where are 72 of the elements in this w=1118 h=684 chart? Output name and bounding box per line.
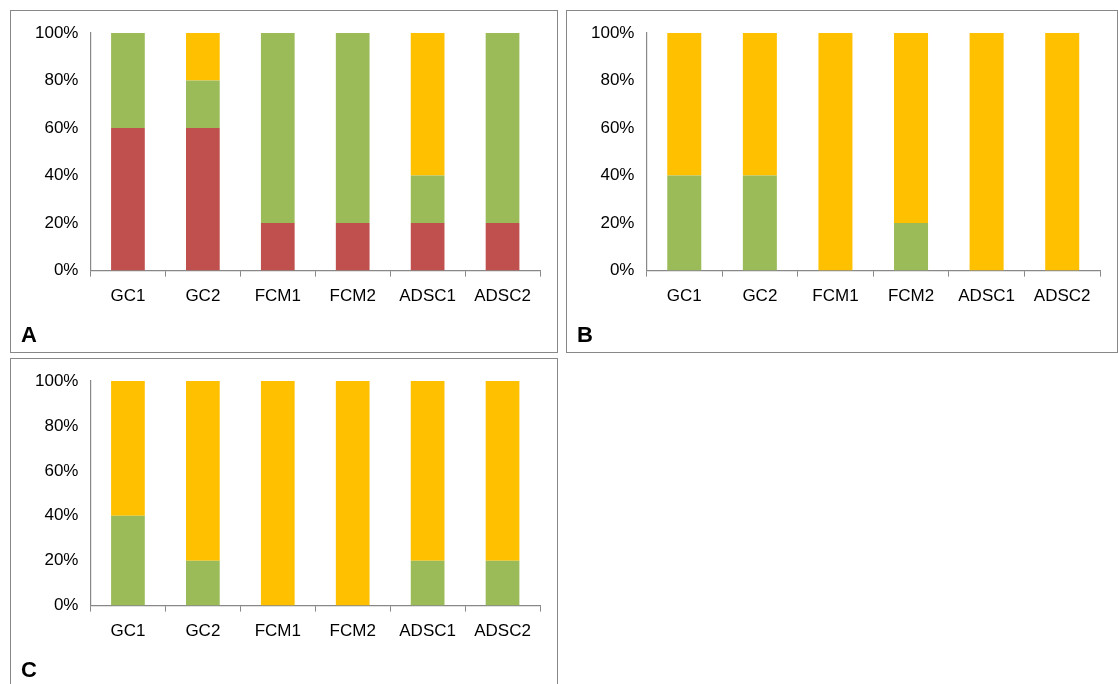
bar (969, 33, 1004, 271)
bar (410, 381, 445, 561)
y-tick-label: 100% (591, 22, 635, 42)
x-tick-label: FCM2 (329, 621, 376, 641)
x-tick-label: GC1 (110, 286, 146, 306)
y-tick-label: 100% (35, 370, 79, 390)
bar (485, 223, 520, 271)
bar (260, 33, 295, 224)
bar (410, 33, 445, 176)
x-tick-label: GC2 (185, 286, 221, 306)
y-tick-label: 40% (600, 165, 635, 185)
bar (1045, 33, 1080, 271)
y-tick-label: 60% (600, 117, 635, 137)
bar (894, 33, 929, 224)
y-tick-label: 20% (44, 550, 79, 570)
x-tick-label: ADSC2 (474, 621, 531, 641)
bar (186, 33, 220, 81)
x-tick-label: ADSC1 (958, 286, 1015, 306)
y-tick-label: 20% (600, 212, 635, 232)
bar (111, 515, 145, 606)
bar (260, 223, 295, 271)
bar (186, 128, 220, 271)
x-tick-label: FCM2 (887, 286, 935, 306)
y-tick-label: 80% (44, 70, 79, 90)
x-tick-label: ADSC2 (474, 286, 531, 306)
bar (485, 381, 520, 561)
bar (335, 381, 370, 606)
text: B (577, 322, 593, 348)
bar (410, 223, 445, 271)
bar (186, 381, 220, 561)
bar (111, 33, 145, 129)
y-tick-label: 40% (44, 505, 79, 525)
x-tick-label: ADSC1 (399, 621, 456, 641)
bar (742, 33, 777, 176)
text: C (21, 657, 37, 683)
x-tick-label: GC2 (742, 286, 778, 306)
bar (410, 175, 445, 224)
bar (186, 80, 220, 129)
x-tick-label: FCM1 (812, 286, 859, 306)
y-tick-label: 0% (53, 260, 79, 280)
y-tick-label: 40% (44, 165, 79, 185)
bar (260, 381, 295, 606)
y-tick-label: 80% (44, 415, 79, 435)
bar (111, 381, 145, 516)
y-tick-label: 0% (53, 595, 79, 615)
y-tick-label: 60% (44, 460, 79, 480)
bar (742, 175, 777, 271)
y-tick-label: 100% (35, 22, 79, 42)
bar (335, 223, 370, 271)
bar (667, 175, 702, 271)
bar (186, 560, 220, 606)
x-tick-label: GC1 (110, 621, 146, 641)
bar (818, 33, 853, 271)
x-tick-label: ADSC1 (399, 286, 456, 306)
y-tick-label: 60% (44, 117, 79, 137)
bar (667, 33, 702, 176)
bar (485, 560, 520, 606)
y-tick-label: 80% (600, 70, 635, 90)
x-tick-label: ADSC2 (1033, 286, 1091, 306)
bar (485, 33, 520, 224)
y-tick-label: 20% (44, 212, 79, 232)
x-tick-label: FCM2 (329, 286, 376, 306)
bar (410, 560, 445, 606)
bar (894, 223, 929, 271)
y-tick-label: 0% (609, 260, 635, 280)
x-tick-label: FCM1 (254, 621, 301, 641)
x-tick-label: GC2 (185, 621, 221, 641)
bar (111, 128, 145, 271)
x-tick-label: GC1 (666, 286, 702, 306)
bar (335, 33, 370, 224)
x-tick-label: FCM1 (254, 286, 301, 306)
text: A (21, 322, 37, 348)
